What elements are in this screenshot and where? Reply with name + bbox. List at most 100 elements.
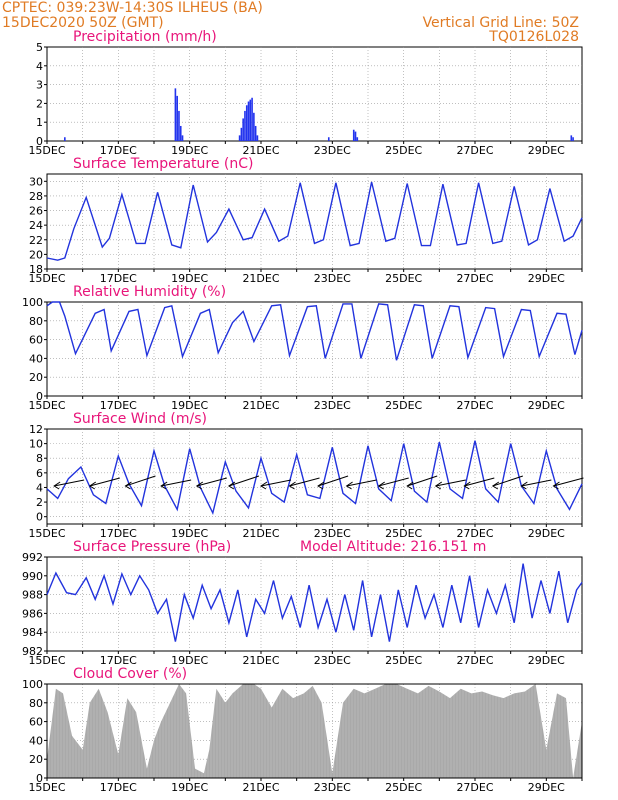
precipitation-bar <box>64 137 66 141</box>
precipitation-title: Precipitation (mm/h) <box>73 29 217 45</box>
temperature-xtick-label: 27DEC <box>456 272 493 285</box>
cloud-xtick-label: 23DEC <box>314 781 351 794</box>
cloud-xtick-label: 21DEC <box>242 781 279 794</box>
precipitation-bar <box>245 105 248 141</box>
precipitation-bar <box>242 118 244 141</box>
wind-arrow <box>435 479 466 487</box>
humidity-xtick-label: 15DEC <box>28 399 65 412</box>
wind-arrow-head <box>491 481 500 490</box>
cloud-ytick-label: 40 <box>29 734 43 747</box>
humidity-ytick-label: 80 <box>29 315 43 328</box>
pressure-xtick-label: 15DEC <box>28 654 65 667</box>
cloud-xtick-label: 29DEC <box>528 781 565 794</box>
cloud-xtick-label: 27DEC <box>456 781 493 794</box>
pressure-ytick-label: 984 <box>22 626 43 639</box>
wind-ytick-label: 0 <box>36 511 43 524</box>
wind-frame <box>46 428 583 525</box>
wind-xtick-label: 19DEC <box>171 527 208 540</box>
temperature-ytick-label: 18 <box>29 263 43 276</box>
pressure-ytick-label: 982 <box>22 645 43 658</box>
humidity-frame <box>46 301 583 397</box>
wind-arrow-head <box>317 481 325 490</box>
wind-arrow-head <box>520 481 528 490</box>
pressure-title: Surface Pressure (hPa) <box>73 539 231 555</box>
precipitation-bar <box>176 95 178 141</box>
precipitation-bar <box>178 110 180 141</box>
header-model-code: TQ0126L028 <box>488 29 579 45</box>
wind-series-line <box>46 440 583 516</box>
precipitation-bar <box>251 97 253 141</box>
wind-arrow <box>89 477 120 487</box>
temperature-xtick-label: 29DEC <box>528 272 565 285</box>
precipitation-bar <box>253 112 255 141</box>
precipitation-bar <box>240 127 243 141</box>
wind-arrow-head <box>88 481 97 490</box>
temperature-xtick-label: 19DEC <box>171 272 208 285</box>
precipitation-ytick-label: 2 <box>36 97 43 110</box>
cloud-xtick-label: 25DEC <box>385 781 422 794</box>
wind-arrow-head <box>260 481 268 490</box>
temperature-xtick-label: 23DEC <box>314 272 351 285</box>
wind-arrow <box>125 475 156 487</box>
precipitation-bar <box>356 137 359 141</box>
wind-xtick-label: 23DEC <box>314 527 351 540</box>
pressure-xtick-label: 27DEC <box>456 654 493 667</box>
precipitation-ytick-label: 0 <box>36 135 43 148</box>
temperature-xtick-label: 15DEC <box>28 272 65 285</box>
humidity-xtick-label: 29DEC <box>528 399 565 412</box>
pressure-xtick-label: 17DEC <box>100 654 137 667</box>
humidity-xtick-label: 23DEC <box>314 399 351 412</box>
precipitation-ytick-label: 5 <box>36 41 43 54</box>
temperature-xtick-label: 25DEC <box>385 272 422 285</box>
wind-panel: 0 2 46 810 12 15DEC 17DEC 19DEC 21DEC 23DEC 25DEC 2… <box>28 423 584 540</box>
precipitation-ytick-label: 4 <box>36 60 43 73</box>
temperature-ytick-label: 24 <box>29 219 43 232</box>
cloud-ytick-label: 80 <box>29 697 43 710</box>
wind-arrow <box>289 477 320 487</box>
temperature-title: Surface Temperature (nC) <box>73 156 254 172</box>
precipitation-xtick-label: 19DEC <box>171 144 208 157</box>
wind-title: Surface Wind (m/s) <box>73 411 207 427</box>
wind-ytick-label: 8 <box>36 452 43 465</box>
wind-xtick-label: 15DEC <box>28 527 65 540</box>
wind-arrow <box>317 475 349 487</box>
wind-arrow <box>260 479 292 487</box>
wind-arrow <box>492 475 523 487</box>
wind-arrow-head <box>377 481 385 490</box>
precipitation-bar <box>249 99 252 141</box>
cloud-xtick-label: 19DEC <box>171 781 208 794</box>
precipitation-bar <box>179 125 182 141</box>
precipitation-bar <box>354 131 357 141</box>
precipitation-bar <box>181 135 184 141</box>
precipitation-frame <box>46 46 583 142</box>
temperature-ytick-label: 30 <box>29 175 43 188</box>
wind-xtick-label: 21DEC <box>242 527 279 540</box>
precipitation-bar <box>247 101 250 141</box>
pressure-xtick-label: 29DEC <box>528 654 565 667</box>
wind-arrow <box>54 479 85 487</box>
humidity-xtick-label: 25DEC <box>385 399 422 412</box>
wind-arrow-head <box>463 481 471 490</box>
precipitation-bar <box>572 137 574 141</box>
precipitation-bar <box>174 88 177 141</box>
wind-arrow-head <box>195 481 204 490</box>
wind-ytick-label: 4 <box>36 481 43 494</box>
precipitation-bar <box>327 137 330 141</box>
precipitation-bar <box>352 129 355 141</box>
precipitation-bar <box>238 135 241 141</box>
humidity-panel: 0 20 40 60 80 100 15DEC 17DEC 19DEC 21DEC 23DEC 25D… <box>22 296 583 412</box>
wind-arrow <box>228 475 260 487</box>
precipitation-xtick-label: 25DEC <box>385 144 422 157</box>
wind-ytick-label: 10 <box>29 438 43 451</box>
wind-ytick-label: 6 <box>36 467 43 480</box>
wind-arrow-head <box>160 481 168 490</box>
wind-ytick-label: 12 <box>29 423 43 436</box>
temperature-ytick-label: 26 <box>29 205 43 218</box>
wind-arrow-head <box>53 481 61 490</box>
wind-xtick-label: 25DEC <box>385 527 422 540</box>
humidity-series-line <box>46 301 583 361</box>
wind-xtick-label: 29DEC <box>528 527 565 540</box>
pressure-ytick-label: 986 <box>22 607 43 620</box>
precipitation-xtick-label: 29DEC <box>528 144 565 157</box>
